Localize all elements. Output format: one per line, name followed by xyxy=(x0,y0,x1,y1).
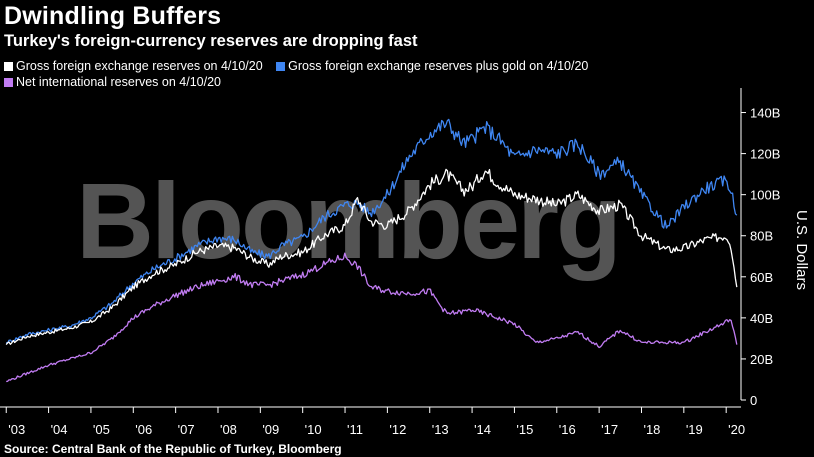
x-tick-label: '11 xyxy=(347,422,363,437)
watermark: Bloomberg xyxy=(76,160,619,281)
x-tick-label: '15 xyxy=(516,422,533,437)
x-tick-label: '06 xyxy=(135,422,152,437)
chart-subtitle: Turkey's foreign-currency reserves are d… xyxy=(4,32,418,50)
series-line-gross-fx-gold xyxy=(5,118,738,344)
y-tick-label: 40B xyxy=(750,311,773,326)
y-tick-label: 80B xyxy=(750,229,773,244)
x-tick-label: '14 xyxy=(474,422,491,437)
x-tick-label: '12 xyxy=(389,422,406,437)
chart-title: Dwindling Buffers xyxy=(4,2,222,30)
y-tick-label: 0 xyxy=(750,393,757,408)
x-tick-label: '13 xyxy=(432,422,449,437)
x-tick-label: '16 xyxy=(559,422,576,437)
x-tick-label: '03 xyxy=(8,422,25,437)
x-tick-label: '18 xyxy=(643,422,660,437)
x-tick-label: '10 xyxy=(305,422,322,437)
series-line-gross-fx xyxy=(5,168,738,345)
x-tick-label: '17 xyxy=(601,422,618,437)
x-tick-label: '20 xyxy=(728,422,745,437)
x-tick-label: '05 xyxy=(93,422,110,437)
y-tick-label: 120B xyxy=(750,147,780,162)
legend-item-gross-fx: Gross foreign exchange reserves on 4/10/… xyxy=(4,58,263,74)
legend-item-gross-fx-gold: Gross foreign exchange reserves plus gol… xyxy=(276,58,588,74)
x-tick-label: '07 xyxy=(178,422,195,437)
legend-label-gross-fx: Gross foreign exchange reserves on 4/10/… xyxy=(16,59,263,73)
x-tick-label: '09 xyxy=(262,422,279,437)
x-tick-label: '19 xyxy=(686,422,703,437)
series-line-net-reserves xyxy=(6,252,738,383)
x-tick-label: '04 xyxy=(51,422,68,437)
y-axis-title: U.S. Dollars xyxy=(793,210,810,290)
y-tick-label: 60B xyxy=(750,270,773,285)
x-tick-label: '08 xyxy=(220,422,237,437)
legend-swatch-gross-fx-gold xyxy=(276,62,286,71)
legend-item-net-reserves: Net international reserves on 4/10/20 xyxy=(4,74,221,90)
chart-source: Source: Central Bank of the Republic of … xyxy=(4,442,342,456)
y-tick-label: 100B xyxy=(750,188,780,203)
legend-label-gross-fx-gold: Gross foreign exchange reserves plus gol… xyxy=(288,59,589,73)
legend-label-net-reserves: Net international reserves on 4/10/20 xyxy=(16,75,221,89)
legend-swatch-gross-fx xyxy=(4,62,13,71)
legend: Gross foreign exchange reserves on 4/10/… xyxy=(4,58,804,90)
y-tick-label: 140B xyxy=(750,106,780,121)
legend-swatch-net-reserves xyxy=(4,78,13,87)
y-tick-label: 20B xyxy=(750,352,773,367)
